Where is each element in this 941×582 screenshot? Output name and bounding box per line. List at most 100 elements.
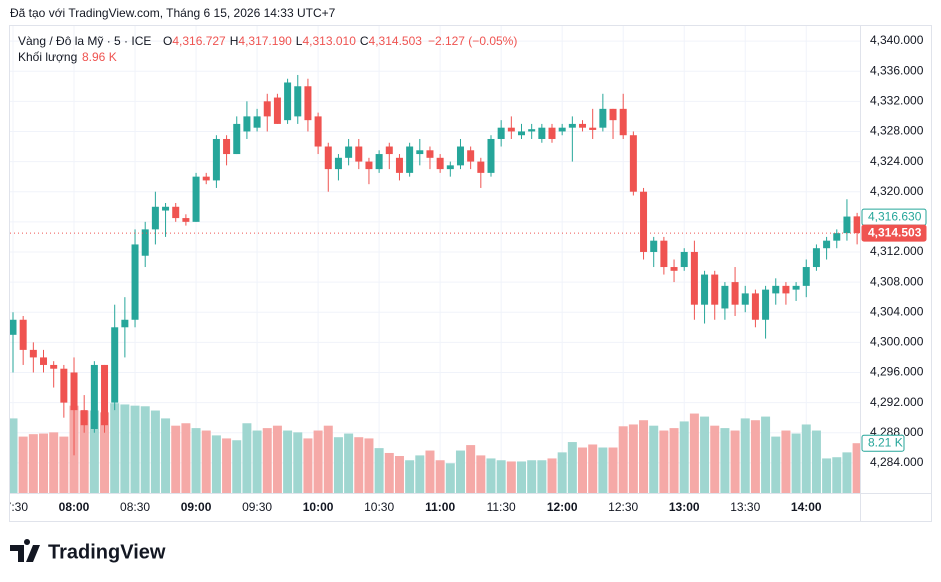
candle-body	[792, 285, 800, 290]
volume-bar	[557, 452, 567, 493]
x-tick-label: 11:00	[425, 500, 455, 514]
volume-bar	[761, 416, 771, 493]
x-tick-label: 08:00	[59, 500, 90, 514]
volume-bar	[120, 404, 130, 493]
volume-bar	[740, 418, 750, 493]
candle-body	[802, 267, 810, 286]
volume-bar	[578, 447, 588, 493]
candle-body	[243, 116, 251, 132]
volume-bar	[405, 460, 415, 493]
candle-body	[853, 216, 860, 234]
volume-bar	[211, 435, 221, 493]
volume-bar	[344, 433, 354, 493]
y-tick-label: 4,284.000	[870, 455, 924, 469]
x-tick-label: 13:00	[669, 500, 700, 514]
volume-bar	[669, 428, 679, 493]
candle-body	[507, 127, 515, 132]
candle-body	[751, 293, 759, 320]
volume-bar	[852, 443, 860, 493]
candle-body	[619, 108, 627, 136]
candle-body	[284, 82, 292, 121]
volume-bar	[232, 440, 242, 493]
candle-body	[782, 285, 790, 294]
volume-bar	[374, 448, 384, 493]
volume-tag-label: 8.21 K	[868, 435, 903, 449]
volume-bar	[537, 460, 547, 493]
h-key: H	[230, 34, 239, 48]
volume-bar	[425, 450, 435, 493]
volume-bar	[750, 420, 760, 493]
volume-bar	[628, 424, 638, 493]
o-key: O	[163, 34, 172, 48]
volume-title: Khối lượng	[18, 50, 77, 64]
volume-bar	[333, 437, 343, 493]
candle-body	[406, 146, 414, 173]
candle-body	[212, 138, 220, 181]
x-tick-label: 11:30	[487, 500, 516, 514]
volume-bar	[272, 425, 282, 493]
volume-bar	[252, 430, 262, 493]
volume-bar	[801, 424, 811, 493]
candle-body	[253, 116, 261, 128]
y-tick-label: 4,332.000	[870, 93, 924, 107]
x-tick-label: 09:00	[181, 500, 212, 514]
volume-bar	[506, 461, 516, 493]
volume-bar	[618, 426, 628, 493]
volume-bar	[49, 432, 59, 493]
volume-bar	[191, 428, 201, 493]
candle-body	[548, 127, 556, 139]
candle-body	[528, 129, 536, 132]
candle-body	[29, 349, 37, 358]
volume-bar	[100, 412, 110, 493]
volume-bar	[18, 436, 28, 493]
candle-body	[477, 161, 485, 173]
ohlc: O4,316.727 H4,317.190 L4,313.010 C4,314.503…	[163, 34, 517, 48]
x-tick-label: 08:30	[120, 500, 150, 514]
candle-body	[640, 191, 648, 252]
candle-body	[812, 248, 820, 268]
volume-bar	[608, 447, 618, 493]
volume-bar	[567, 442, 577, 493]
candle-body	[579, 123, 587, 128]
candle-body	[497, 127, 505, 139]
l-key: L	[296, 34, 303, 48]
price-tag-label: 4,316.630	[868, 209, 922, 223]
volume-bar	[689, 413, 699, 493]
candle-body	[426, 150, 434, 158]
candle-body	[436, 157, 444, 170]
volume-bar	[435, 460, 445, 493]
candle-body	[833, 233, 841, 241]
candle-body	[731, 282, 739, 305]
volume-bar	[486, 458, 496, 493]
volume-bar	[781, 430, 791, 493]
candle-body	[843, 216, 851, 234]
candle-body	[487, 138, 495, 173]
x-tick-label: 14:00	[791, 500, 822, 514]
volume-bar	[547, 458, 557, 493]
volume-bar	[79, 410, 89, 493]
volume-bar	[791, 433, 801, 493]
volume-bar	[639, 420, 649, 493]
x-tick-label: 12:30	[608, 500, 638, 514]
candle-body	[721, 285, 729, 309]
candle-body	[151, 206, 159, 230]
price-tag	[861, 224, 927, 242]
candle-body	[660, 240, 668, 268]
volume-bar	[496, 460, 506, 493]
candle-body	[80, 410, 88, 426]
candle-body	[701, 274, 709, 305]
volume-bar	[242, 423, 252, 493]
volume-bar	[150, 410, 160, 493]
y-tick-label: 4,320.000	[870, 184, 924, 198]
candle-body	[538, 127, 546, 139]
candle-body	[90, 364, 98, 429]
candle-body	[772, 285, 780, 294]
volume-bar	[323, 425, 333, 493]
candle-body	[141, 229, 149, 256]
candle-body	[121, 319, 129, 328]
volume-bar	[59, 436, 69, 493]
frame	[9, 25, 932, 522]
y-tick-label: 4,296.000	[870, 365, 924, 379]
candle-body	[19, 319, 27, 350]
